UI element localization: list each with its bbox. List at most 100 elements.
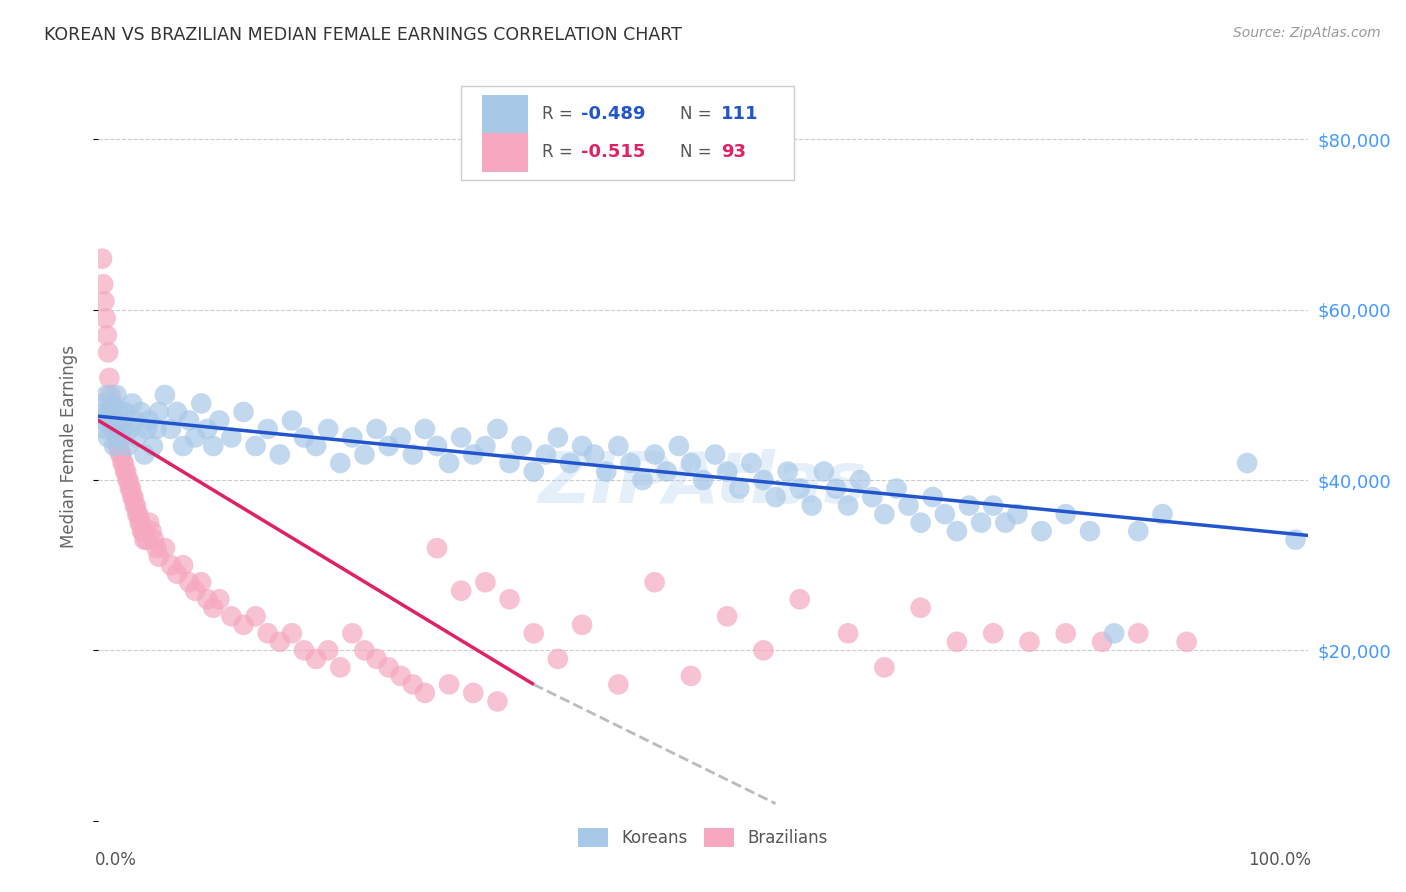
Point [117, 439, 139, 453]
Point [644, 575, 666, 590]
Point [269, 635, 291, 649]
Point [232, 617, 254, 632]
Point [329, 660, 352, 674]
Point [108, 430, 131, 444]
Point [91, 277, 114, 292]
Point [132, 524, 155, 538]
Point [934, 507, 956, 521]
Point [93, 294, 115, 309]
Point [450, 583, 472, 598]
Point [121, 490, 143, 504]
Point [523, 626, 546, 640]
Point [98, 371, 121, 385]
Point [970, 516, 993, 530]
Point [1152, 507, 1174, 521]
Point [141, 524, 163, 538]
Point [221, 430, 243, 444]
Point [148, 549, 170, 564]
Point [91, 252, 114, 266]
Point [100, 388, 122, 402]
Point [118, 422, 141, 436]
Point [789, 482, 811, 496]
Point [860, 490, 883, 504]
Point [837, 499, 859, 513]
Point [377, 439, 399, 453]
Point [125, 499, 148, 513]
Point [184, 583, 207, 598]
Point [825, 482, 848, 496]
Point [111, 456, 134, 470]
Point [498, 456, 520, 470]
Point [269, 448, 291, 462]
Point [160, 558, 183, 573]
Point [789, 592, 811, 607]
Point [100, 396, 122, 410]
Point [402, 677, 425, 691]
Point [377, 660, 399, 674]
Point [644, 448, 666, 462]
Point [281, 413, 304, 427]
Point [91, 396, 114, 410]
Point [704, 448, 727, 462]
Point [474, 439, 496, 453]
Point [342, 430, 364, 444]
Point [631, 473, 654, 487]
Point [486, 694, 509, 708]
Point [208, 413, 231, 427]
Text: Source: ZipAtlas.com: Source: ZipAtlas.com [1233, 27, 1381, 40]
Point [981, 626, 1004, 640]
Point [190, 575, 212, 590]
Point [389, 669, 412, 683]
Point [679, 456, 702, 470]
FancyBboxPatch shape [461, 87, 793, 180]
Point [607, 677, 630, 691]
Point [1102, 626, 1125, 640]
Point [353, 643, 375, 657]
Point [583, 448, 606, 462]
Point [195, 592, 218, 607]
Point [256, 422, 278, 436]
Point [1007, 507, 1029, 521]
Point [426, 439, 449, 453]
Point [127, 507, 149, 521]
Point [221, 609, 243, 624]
Point [100, 405, 122, 419]
Point [93, 422, 115, 436]
Point [353, 448, 375, 462]
Point [728, 482, 751, 496]
Point [668, 439, 690, 453]
Point [547, 430, 569, 444]
Point [256, 626, 278, 640]
Point [402, 448, 425, 462]
Point [716, 609, 738, 624]
Point [413, 686, 436, 700]
Point [366, 422, 388, 436]
Point [108, 439, 131, 453]
Point [160, 422, 183, 436]
Point [897, 499, 920, 513]
Point [101, 405, 124, 419]
Point [776, 465, 799, 479]
Point [463, 448, 485, 462]
Point [765, 490, 787, 504]
FancyBboxPatch shape [482, 133, 527, 171]
Point [1078, 524, 1101, 538]
Point [138, 516, 160, 530]
Point [97, 430, 120, 444]
Point [97, 345, 120, 359]
Point [115, 465, 138, 479]
Point [195, 422, 218, 436]
Point [510, 439, 533, 453]
Text: ZIPAtlas: ZIPAtlas [538, 449, 868, 518]
Point [292, 430, 315, 444]
Point [886, 482, 908, 496]
Point [142, 439, 165, 453]
Point [1128, 626, 1150, 640]
Point [619, 456, 641, 470]
Point [946, 635, 969, 649]
Point [117, 473, 139, 487]
Point [571, 617, 593, 632]
Point [166, 405, 188, 419]
Point [740, 456, 762, 470]
Point [342, 626, 364, 640]
